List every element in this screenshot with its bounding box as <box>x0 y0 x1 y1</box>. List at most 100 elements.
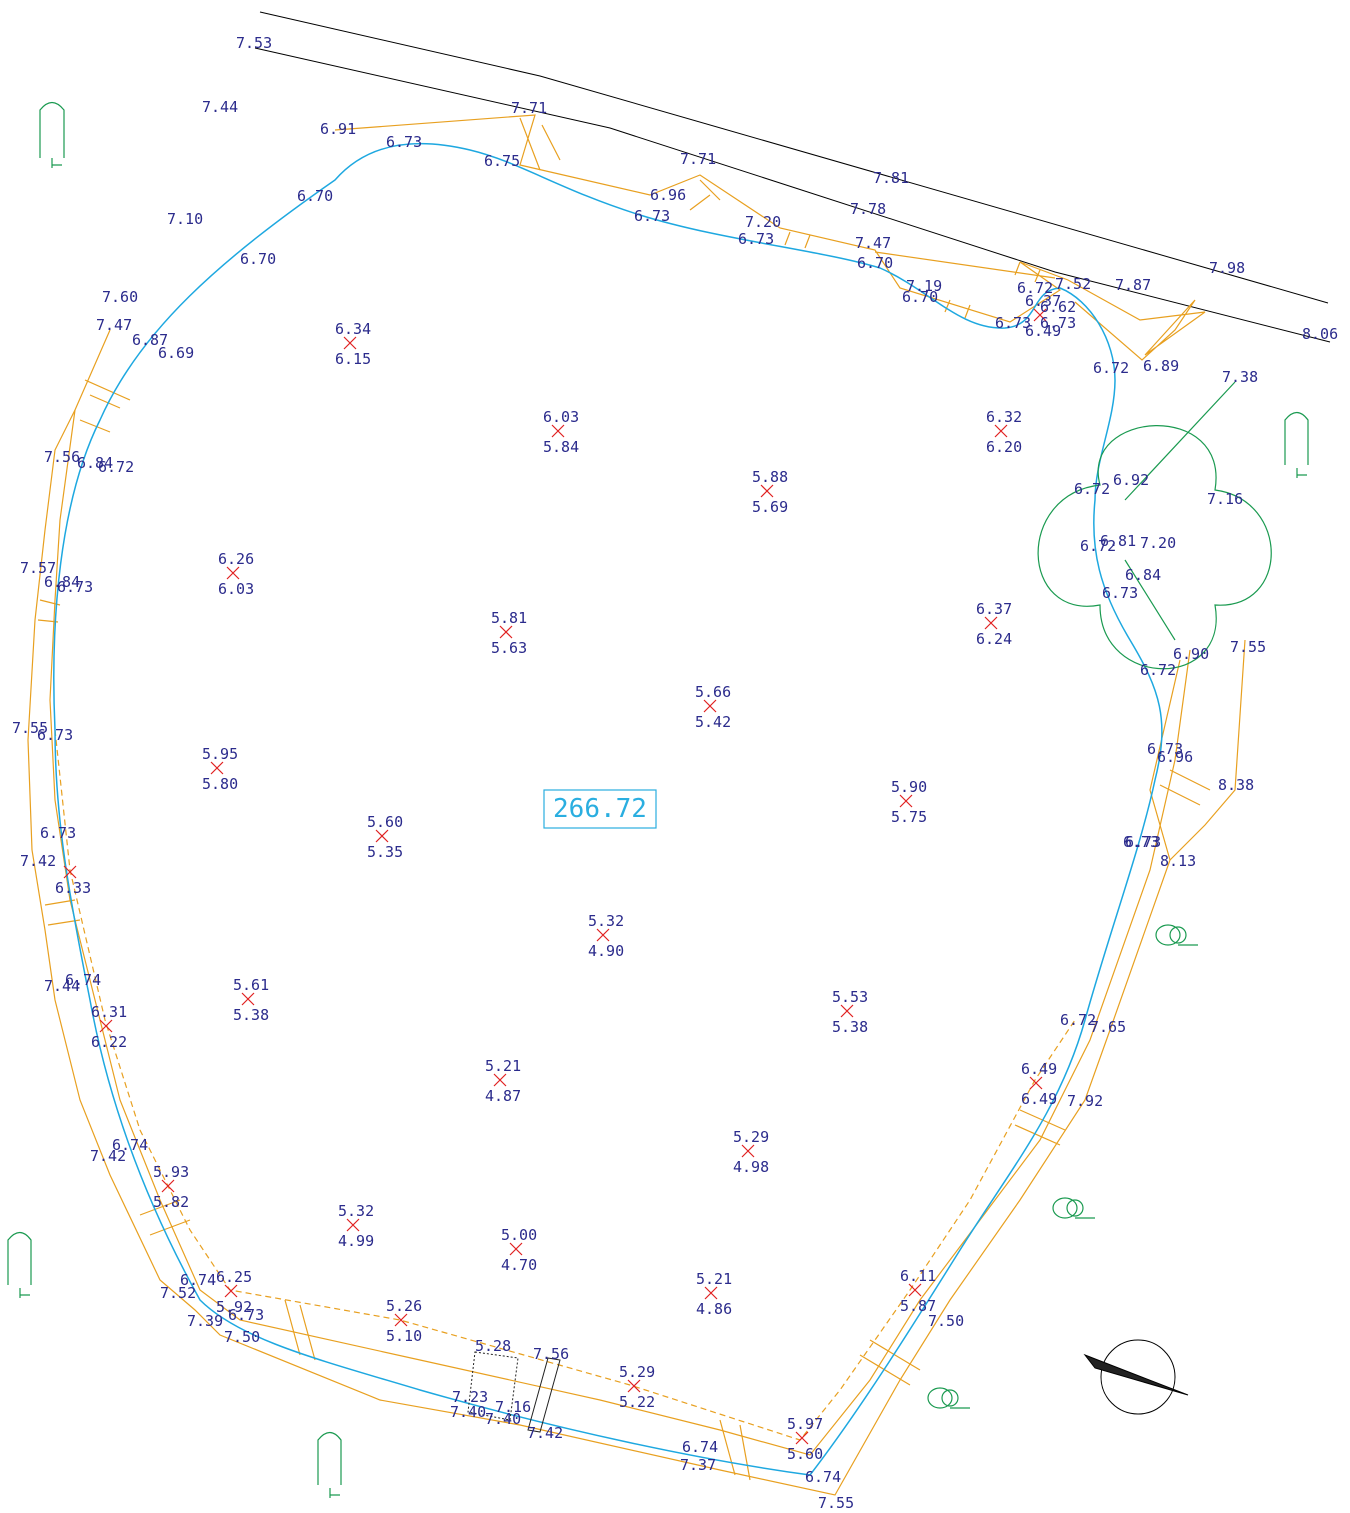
bed-top-label: 5.95 <box>202 745 238 763</box>
bed-top-label: 6.25 <box>216 1268 252 1286</box>
water-edge-level-label: 6.73 <box>634 207 670 225</box>
bed-top-label: 5.90 <box>891 778 927 796</box>
road-level-label: 7.81 <box>873 169 909 187</box>
shrub-icon <box>1053 1198 1095 1218</box>
bed-point-mark <box>628 1380 640 1392</box>
ground-level-label: 7.37 <box>680 1456 716 1474</box>
ground-level-label: 7.50 <box>224 1328 260 1346</box>
bed-point-mark <box>705 1287 717 1299</box>
bed-top-label: 5.29 <box>619 1363 655 1381</box>
bed-point-mark <box>900 795 912 807</box>
structure-level-label: 7.40 <box>450 1403 486 1421</box>
road-level-label: 8.06 <box>1302 325 1338 343</box>
ground-level-label: 8.13 <box>1160 852 1196 870</box>
ground-level-label: 7.16 <box>1207 490 1243 508</box>
water-edge-level-label: 6.73 <box>738 230 774 248</box>
bed-top-label: 5.88 <box>752 468 788 486</box>
bed-point-mark <box>242 993 254 1005</box>
water-edge-level-label: 6.73 <box>37 726 73 744</box>
bed-top-label: 5.32 <box>338 1202 374 1220</box>
structure-level-label: 5.28 <box>475 1337 511 1355</box>
bed-point-mark <box>761 485 773 497</box>
bank-top-level-label: 6.73 <box>40 824 76 842</box>
bed-bottom-label: 4.86 <box>696 1300 732 1318</box>
bed-point-mark <box>597 929 609 941</box>
bed-bottom-label: 5.84 <box>543 438 579 456</box>
structure-level-label: 7.42 <box>527 1424 563 1442</box>
bank-dashed <box>55 730 1075 1440</box>
bed-bottom-label: 6.03 <box>218 580 254 598</box>
bed-point-mark <box>742 1145 754 1157</box>
bed-top-label: 6.32 <box>986 408 1022 426</box>
road-level-label: 7.53 <box>236 34 272 52</box>
bed-bottom-label: 6.20 <box>986 438 1022 456</box>
bed-point-mark <box>500 626 512 638</box>
bed-bottom-label: 4.87 <box>485 1087 521 1105</box>
bed-point-mark <box>995 425 1007 437</box>
bed-point-mark <box>494 1074 506 1086</box>
lamp-post-icon <box>40 103 64 169</box>
water-edge-level-label: 6.70 <box>902 288 938 306</box>
bed-bottom-label: 5.69 <box>752 498 788 516</box>
bank-top-level-label: 6.89 <box>1143 357 1179 375</box>
water-edge-level-label: 6.72 <box>1140 661 1176 679</box>
bed-point-mark <box>225 1285 237 1297</box>
water-edge-level-label: 6.73 <box>57 578 93 596</box>
bed-bottom-label: 6.22 <box>91 1033 127 1051</box>
bank-top-level-label: 7.20 <box>745 213 781 231</box>
bank-top-level-label: 7.47 <box>855 234 891 252</box>
bed-bottom-label: 5.80 <box>202 775 238 793</box>
level-labels: 7.53 7.71 7.81 7.98 8.06 7.87 7.78 7.44 7.10 7.60… <box>12 34 1338 1512</box>
ground-level-label: 7.20 <box>1140 534 1176 552</box>
road-level-label: 7.98 <box>1209 259 1245 277</box>
ground-level-label: 7.38 <box>1222 368 1258 386</box>
ground-level-label: 7.44 <box>202 98 238 116</box>
bed-bottom-label: 6.33 <box>55 879 91 897</box>
road-level-label: 7.87 <box>1115 276 1151 294</box>
bed-top-label: 5.93 <box>153 1163 189 1181</box>
ground-level-label: 7.47 <box>96 316 132 334</box>
structure-level-label: 7.40 <box>485 1410 521 1428</box>
area-label-box: 266.72 <box>544 790 656 828</box>
ground-level-label: 7.10 <box>167 210 203 228</box>
bed-bottom-label: 5.38 <box>233 1006 269 1024</box>
ground-level-label: 6.92 <box>1113 471 1149 489</box>
bed-point-mark <box>376 830 388 842</box>
bed-bottom-label: 5.60 <box>787 1445 823 1463</box>
bank-top-level-label: 6.74 <box>180 1271 216 1289</box>
bed-top-label: 6.31 <box>91 1003 127 1021</box>
bed-point-mark <box>704 700 716 712</box>
bed-bottom-label: 5.92 <box>216 1298 252 1316</box>
bed-top-label: 5.60 <box>367 813 403 831</box>
bed-point-mark <box>1030 1077 1042 1089</box>
ground-level-label: 7.42 <box>20 852 56 870</box>
bed-top-label: 5.66 <box>695 683 731 701</box>
ground-level-label: 6.84 <box>1125 566 1161 584</box>
bed-bottom-label: 5.63 <box>491 639 527 657</box>
shrub-icon <box>928 1388 970 1408</box>
bed-point-mark <box>552 425 564 437</box>
water-edge-level-label: 6.75 <box>484 152 520 170</box>
bed-top-label: 6.49 <box>1021 1060 1057 1078</box>
bed-bottom-label: 4.98 <box>733 1158 769 1176</box>
bed-point-mark <box>227 567 239 579</box>
bed-bottom-label: 6.49 <box>1025 322 1061 340</box>
north-arrow-icon <box>1085 1340 1188 1414</box>
bed-top-label: 6.26 <box>218 550 254 568</box>
bed-point-mark <box>510 1243 522 1255</box>
water-edge-level-label: 6.72 <box>1080 537 1116 555</box>
bed-bottom-label: 5.10 <box>386 1327 422 1345</box>
bed-top-label: 5.26 <box>386 1297 422 1315</box>
water-edge-level-label: 6.72 <box>1093 359 1129 377</box>
bank-top-level-label: 7.52 <box>1055 275 1091 293</box>
road-level-label: 7.71 <box>511 99 547 117</box>
bed-top-label: 6.37 <box>976 600 1012 618</box>
bed-bottom-label: 5.35 <box>367 843 403 861</box>
bed-bottom-label: 5.42 <box>695 713 731 731</box>
ground-level-label: 7.55 <box>818 1494 854 1512</box>
water-edge-level-label: 6.69 <box>158 344 194 362</box>
water-edge-level-label: 6.70 <box>240 250 276 268</box>
bed-point-mark <box>909 1284 921 1296</box>
bed-top-label: 6.03 <box>543 408 579 426</box>
ground-level-label: 7.56 <box>44 448 80 466</box>
